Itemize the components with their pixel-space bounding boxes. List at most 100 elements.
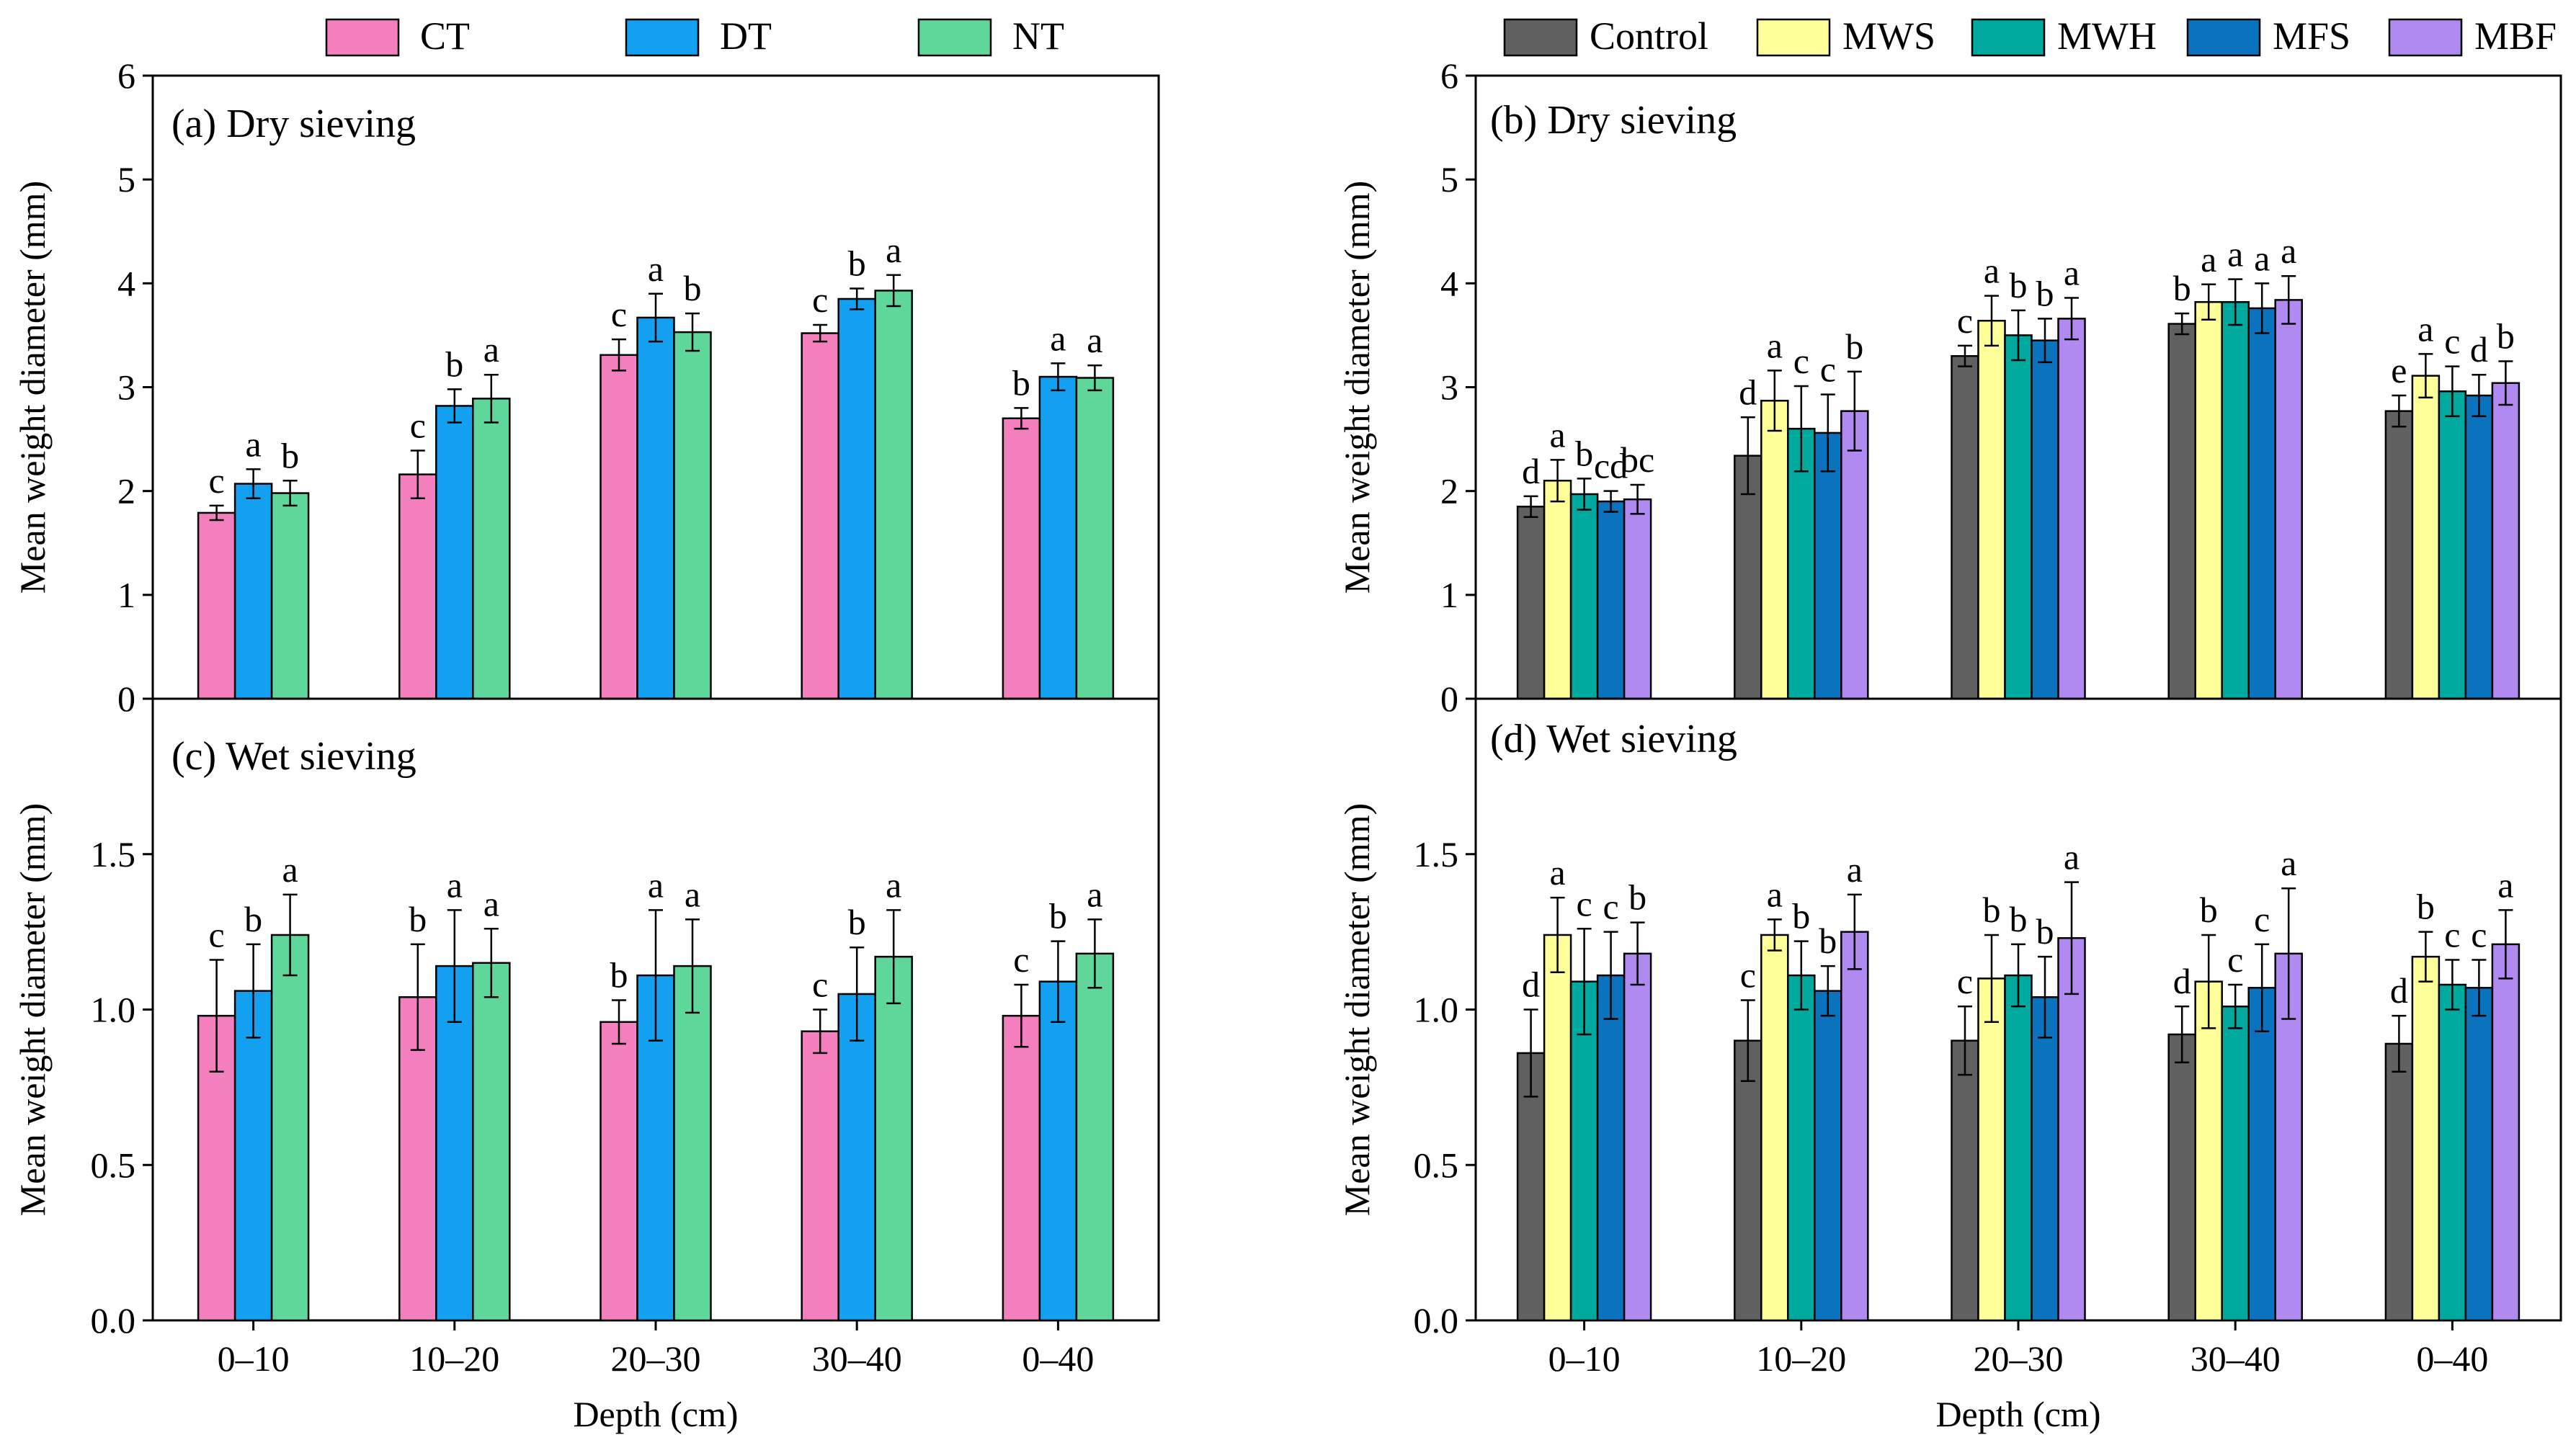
y-tick-label: 4	[117, 263, 135, 303]
legend-right: Control MWS MWH MFS MBF	[1503, 14, 2557, 58]
y-tick-label: 4	[1440, 263, 1458, 303]
significance-letter: a	[245, 424, 261, 464]
significance-letter: c	[1603, 887, 1618, 927]
bar	[2057, 937, 2086, 1322]
bar	[1814, 990, 1842, 1322]
significance-letter: b	[2036, 273, 2054, 313]
legend-swatch	[2388, 18, 2463, 57]
bar	[270, 492, 310, 700]
bar	[1516, 506, 1546, 700]
bar	[2274, 299, 2303, 700]
significance-letter: b	[1012, 362, 1030, 403]
significance-letter: a	[886, 230, 901, 270]
significance-letter: bc	[1621, 439, 1654, 480]
bar	[2221, 301, 2250, 700]
panel-title: (d) Wet sieving	[1490, 717, 1737, 761]
significance-letter: c	[2227, 939, 2243, 980]
y-tick-label: 1.5	[1414, 834, 1459, 874]
significance-letter: d	[2390, 970, 2408, 1011]
bar	[1516, 1052, 1546, 1322]
significance-letter: a	[685, 874, 700, 914]
x-tick-label: 20–30	[611, 1338, 701, 1379]
legend-swatch	[1971, 18, 2046, 57]
significance-letter: b	[848, 902, 866, 942]
y-tick-label: 5	[1440, 159, 1458, 200]
bar	[636, 316, 675, 700]
bar	[1569, 493, 1599, 700]
x-tick-label: 30–40	[812, 1338, 902, 1379]
significance-letter: b	[1628, 877, 1646, 918]
significance-letter: b	[445, 344, 463, 384]
bar	[2031, 339, 2059, 700]
significance-letter: b	[2010, 265, 2028, 305]
bar	[837, 993, 876, 1322]
significance-letter: c	[1957, 300, 1973, 341]
significance-letter: b	[2173, 268, 2191, 308]
significance-letter: a	[1549, 852, 1565, 892]
bar	[435, 965, 474, 1322]
y-axis-label: Mean weight diameter (mm)	[1337, 181, 1377, 594]
bar	[398, 996, 437, 1322]
legend-label: NT	[1012, 14, 1064, 58]
significance-letter: d	[1739, 372, 1757, 412]
bar	[874, 955, 913, 1322]
significance-letter: a	[2281, 231, 2296, 271]
significance-letter: a	[2417, 308, 2433, 349]
panel-title: (c) Wet sieving	[171, 734, 416, 779]
bar	[472, 962, 511, 1322]
bar	[600, 354, 638, 700]
panel-title: (a) Dry sieving	[171, 102, 416, 146]
y-tick-label: 2	[1440, 471, 1458, 511]
y-axis-label: Mean weight diameter (mm)	[12, 803, 53, 1216]
bar	[837, 298, 876, 700]
significance-letter: c	[2444, 321, 2460, 362]
significance-letter: a	[1847, 849, 1863, 890]
bar	[1840, 410, 1869, 700]
significance-letter: a	[1050, 318, 1066, 358]
legend-left: CT DT NT	[325, 14, 1064, 58]
bar	[2247, 307, 2276, 700]
significance-letter: a	[2281, 843, 2296, 883]
bar	[1002, 417, 1041, 700]
significance-letter: a	[1984, 251, 2000, 291]
legend-swatch	[1503, 18, 1578, 57]
y-tick-label: 0.5	[1414, 1145, 1459, 1185]
bar	[2384, 1042, 2414, 1322]
legend-swatch	[917, 18, 992, 57]
significance-letter: b	[281, 435, 299, 475]
bar	[2247, 987, 2276, 1322]
bar	[2167, 323, 2196, 700]
bar	[2167, 1033, 2196, 1322]
significance-letter: c	[410, 405, 426, 445]
legend-swatch	[2186, 18, 2261, 57]
y-tick-label: 6	[117, 55, 135, 96]
bar	[874, 290, 913, 700]
significance-letter: e	[2391, 350, 2407, 390]
significance-letter: a	[483, 883, 499, 923]
bar	[270, 934, 310, 1322]
legend-label: Control	[1590, 14, 1708, 58]
bar	[2411, 375, 2441, 700]
significance-letter: c	[1957, 961, 1973, 1001]
significance-letter: b	[848, 243, 866, 284]
bar	[1596, 974, 1626, 1322]
bar	[1977, 319, 2006, 700]
bar	[2464, 394, 2494, 700]
legend-label: MWS	[1842, 14, 1935, 58]
legend-swatch	[325, 18, 400, 57]
significance-letter: b	[2036, 911, 2054, 952]
bar	[1075, 952, 1115, 1322]
legend-label: CT	[420, 14, 470, 58]
significance-letter: a	[1087, 320, 1102, 360]
significance-letter: a	[282, 849, 298, 890]
significance-letter: c	[2471, 914, 2487, 954]
y-tick-label: 0.0	[1414, 1300, 1459, 1341]
y-tick-label: 0	[1440, 679, 1458, 719]
bar	[2194, 301, 2223, 700]
significance-letter: a	[648, 249, 664, 289]
legend-swatch	[625, 18, 700, 57]
bar	[2491, 382, 2521, 700]
x-tick-label: 30–40	[2191, 1338, 2281, 1379]
significance-letter: b	[1575, 433, 1593, 473]
bar	[1951, 1039, 1979, 1322]
